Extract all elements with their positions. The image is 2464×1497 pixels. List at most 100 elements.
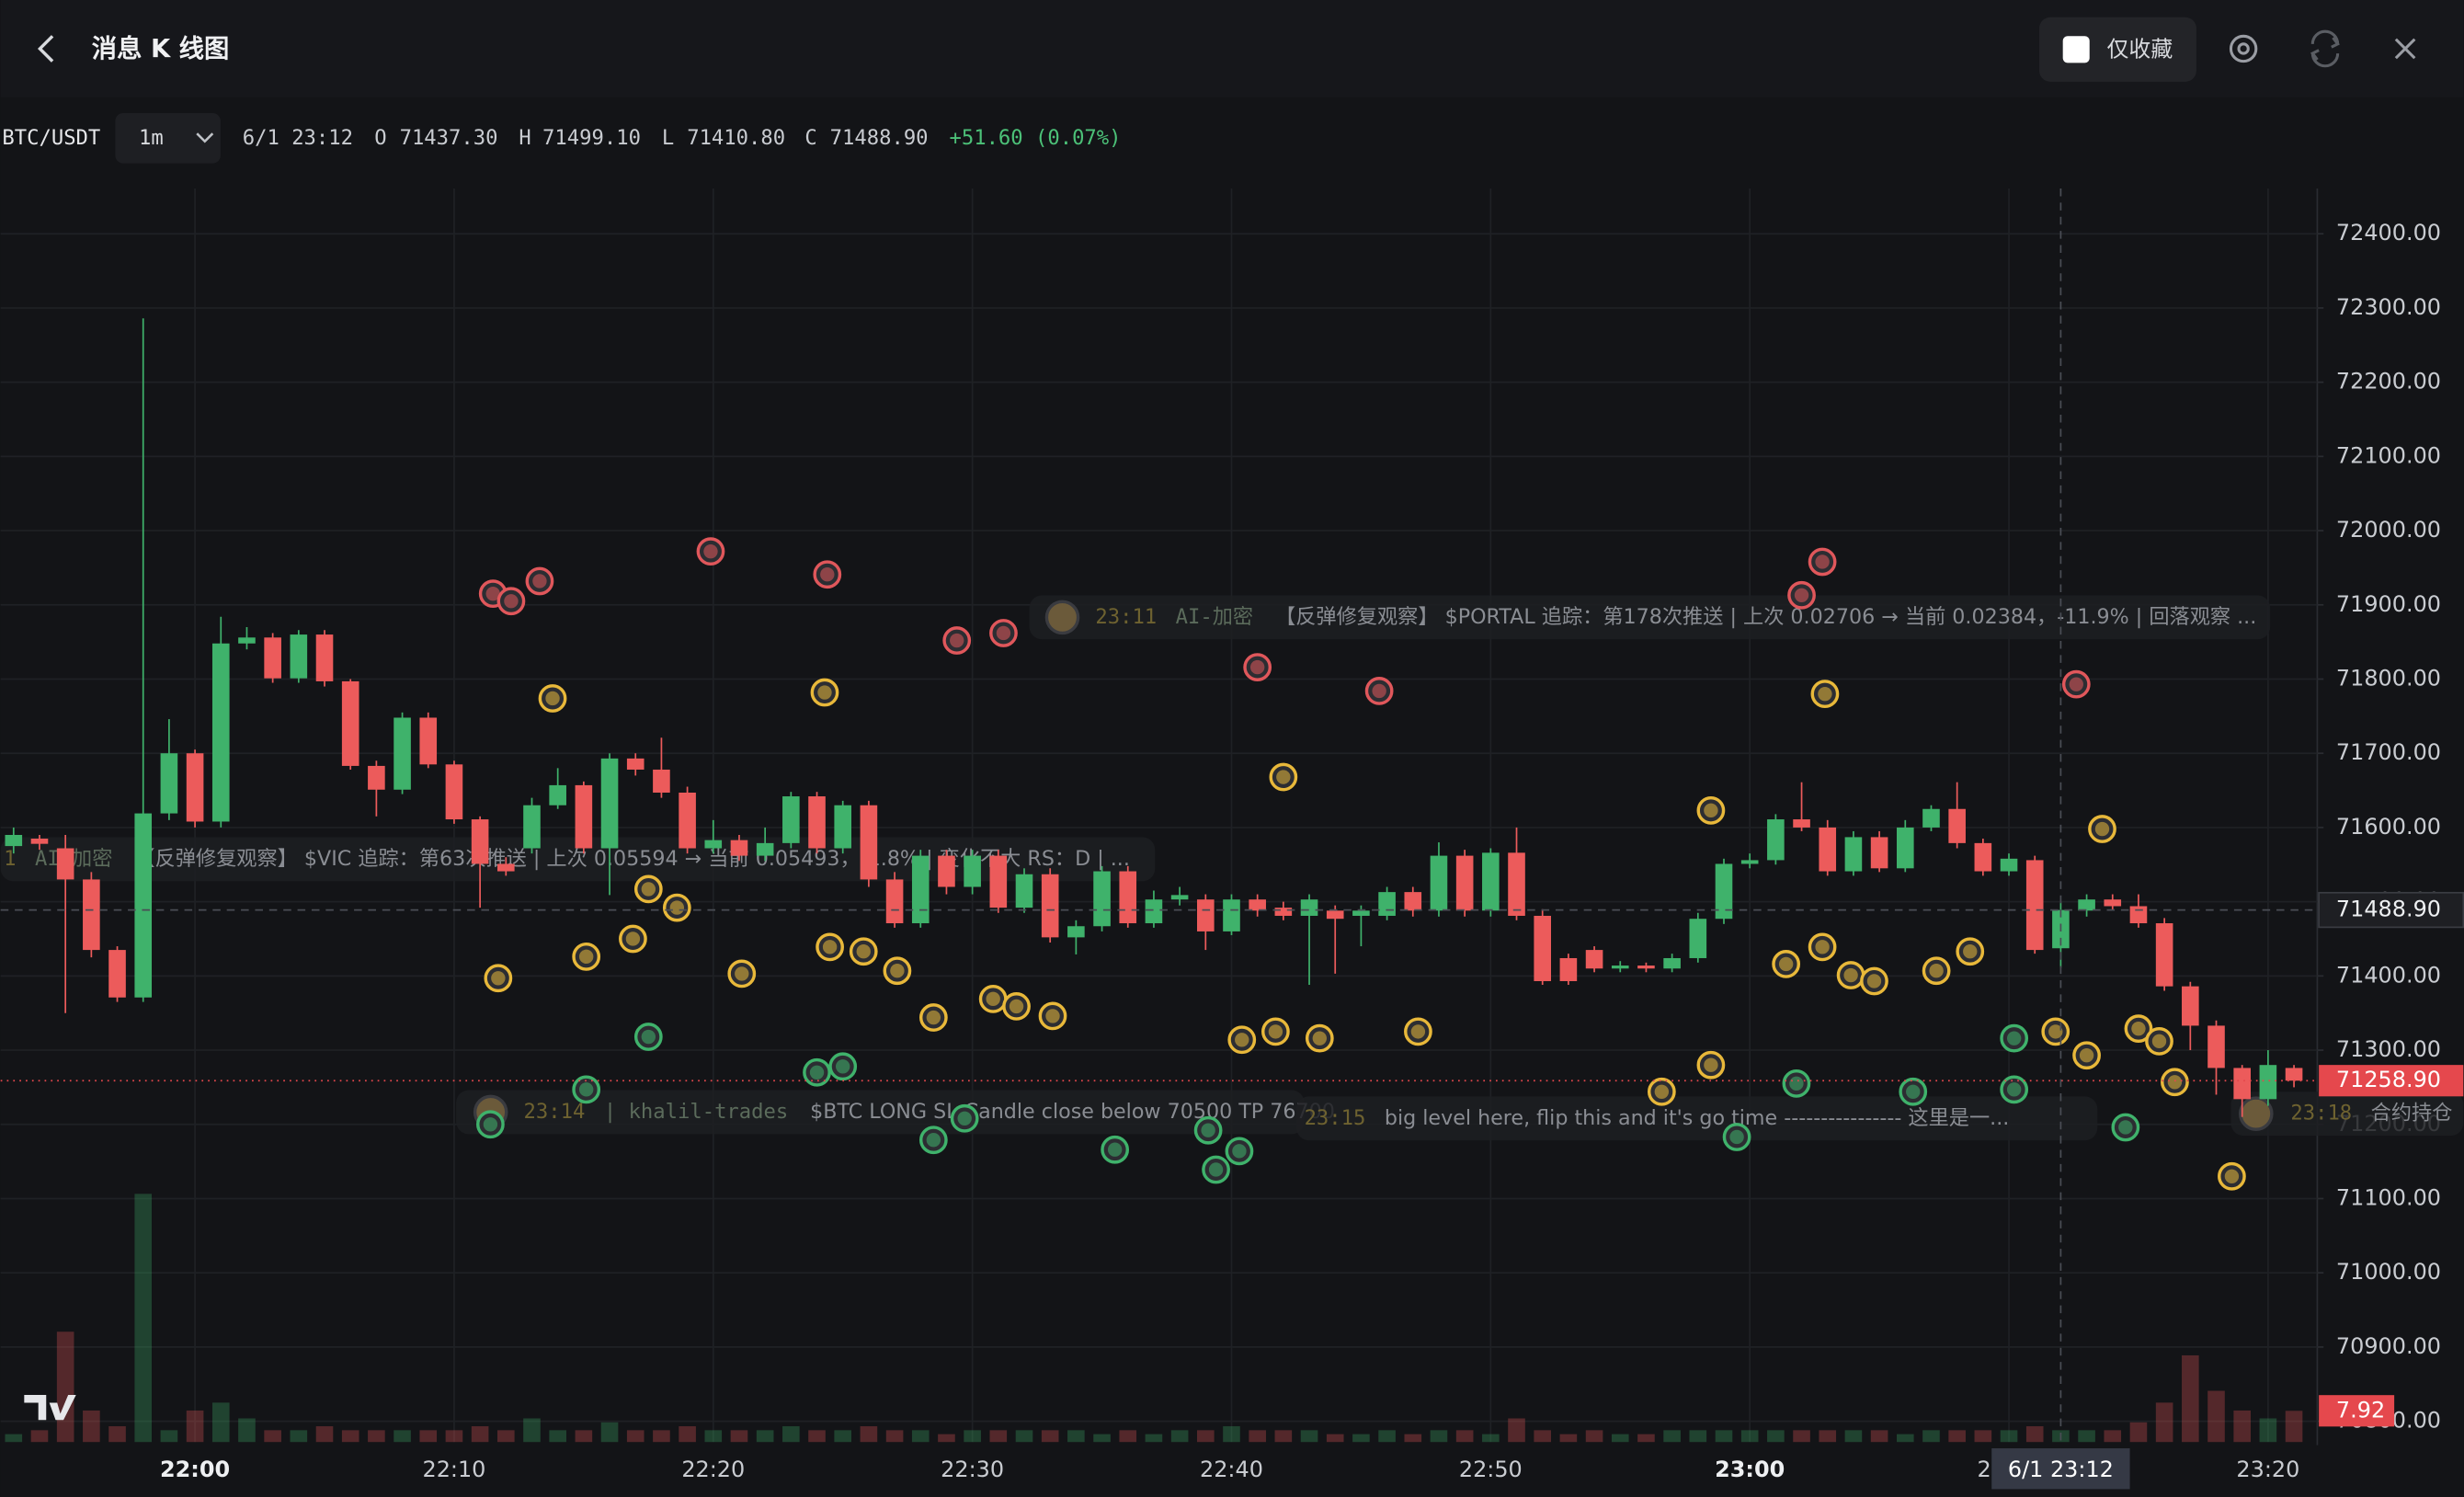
legend-value: 71499.10 <box>542 126 641 150</box>
marker-icon <box>1410 1024 1426 1039</box>
marker-icon <box>1232 1144 1247 1159</box>
page-title: 消息 K 线图 <box>92 34 230 63</box>
marker-icon <box>532 574 547 589</box>
candle-body <box>315 634 334 681</box>
candle-body <box>1378 892 1396 916</box>
back-button[interactable] <box>37 35 54 63</box>
volume-bar <box>211 1402 230 1443</box>
candle-body <box>2078 899 2095 911</box>
volume-bar <box>1793 1430 1810 1443</box>
crosshair-price-tag <box>2318 891 2464 929</box>
y-tick-label: 71800.00 <box>2336 665 2441 691</box>
volume-bar <box>1637 1434 1655 1443</box>
marker-icon <box>2094 821 2110 837</box>
candle-body <box>264 637 281 679</box>
marker-icon <box>2118 1120 2133 1135</box>
candle-body <box>2182 986 2199 1026</box>
refresh-button[interactable] <box>2310 29 2340 68</box>
marker-icon <box>2167 1075 2183 1090</box>
x-tick-label: 22:00 <box>160 1457 230 1482</box>
y-tick-label: 72400.00 <box>2336 220 2441 246</box>
volume-bar <box>964 1430 981 1443</box>
marker-icon <box>625 931 641 946</box>
candle-body <box>2025 860 2044 951</box>
volume-bar <box>523 1418 541 1443</box>
candle-body <box>2000 858 2018 872</box>
candle-body <box>5 834 23 847</box>
candle-body <box>1637 966 1655 969</box>
message-box <box>2230 1091 2464 1137</box>
volume-bar <box>186 1410 204 1443</box>
message-text: $BTC LONG SL Candle close below 70500 TP… <box>810 1100 1335 1124</box>
volume-bar <box>2207 1390 2225 1443</box>
volume-bar <box>1015 1430 1033 1443</box>
tradingview-logo <box>24 1394 76 1421</box>
message-time: 23:15 <box>1305 1106 1366 1130</box>
volume-label: 7.92 <box>2336 1397 2385 1423</box>
volume-bar <box>1896 1434 1914 1443</box>
checkbox[interactable] <box>2062 36 2090 63</box>
x-tick-label: 22:10 <box>422 1457 485 1482</box>
candle-body <box>1689 919 1707 958</box>
marker-icon <box>1704 1057 1718 1072</box>
candle-body <box>1559 957 1578 981</box>
volume-bar <box>1119 1430 1137 1443</box>
marker-icon <box>1729 1129 1744 1145</box>
settings-button[interactable] <box>2229 34 2258 63</box>
toggle-box <box>2039 17 2196 82</box>
candle-body <box>964 855 981 887</box>
volume-bar <box>394 1430 411 1443</box>
candle-body <box>134 813 153 998</box>
volume-bar <box>938 1434 955 1443</box>
candle-body <box>1922 808 1940 828</box>
volume-bar <box>2259 1418 2277 1443</box>
favorites-toggle[interactable]: 仅收藏 <box>2039 17 2196 82</box>
message-text: 【反弹修复观察】 $PORTAL 追踪：第178次推送 | 上次 0.02706… <box>1275 605 2256 629</box>
marker-icon <box>926 1133 941 1148</box>
y-tick-label: 71600.00 <box>2336 814 2441 840</box>
marker-icon <box>669 900 685 915</box>
marker-icon <box>485 586 500 601</box>
marker-icon <box>996 625 1011 641</box>
volume-tag <box>2319 1395 2395 1427</box>
candle-body <box>56 848 74 880</box>
marker-icon <box>836 1059 850 1074</box>
marker-icon <box>950 633 964 648</box>
marker-icon <box>735 966 749 981</box>
volume-bar <box>264 1430 281 1443</box>
message-source: AI-加密 <box>1176 605 1253 629</box>
volume-bar <box>1455 1430 1474 1443</box>
candle-body <box>497 863 515 872</box>
x-tick-label: 22:20 <box>681 1457 745 1482</box>
candle-body <box>2259 1065 2277 1100</box>
volume-bar <box>315 1426 334 1443</box>
message-avatar <box>2239 1096 2274 1131</box>
volume-bar <box>160 1430 178 1443</box>
marker-icon <box>1276 770 1291 784</box>
interval-select[interactable]: 1m <box>115 112 221 164</box>
x-tick-label: 22:50 <box>1459 1457 1523 1482</box>
marker-icon <box>578 949 594 965</box>
candle-body <box>2285 1068 2303 1081</box>
candle-body <box>1119 871 1137 924</box>
candle-body <box>575 784 593 849</box>
close-button[interactable] <box>2394 38 2416 60</box>
volume-bar <box>83 1410 100 1443</box>
marker-icon <box>1906 1084 1921 1099</box>
message-time: 23:18 <box>2290 1102 2352 1126</box>
y-tick-label: 72100.00 <box>2336 442 2441 468</box>
last-price-label: 71258.90 <box>2336 1067 2441 1092</box>
marker-icon <box>1312 1031 1327 1046</box>
volume-bar <box>834 1430 852 1443</box>
candle-body <box>2233 1068 2251 1100</box>
volume-bar <box>419 1430 438 1443</box>
y-tick-label: 70900.00 <box>2336 1333 2441 1359</box>
volume-bar <box>549 1430 566 1443</box>
marker-icon <box>1843 967 1858 983</box>
candle-body <box>704 840 723 849</box>
marker-icon <box>641 1029 656 1045</box>
marker-icon <box>2224 1169 2240 1183</box>
marker-icon <box>1815 940 1830 954</box>
interval: 1m <box>139 126 164 150</box>
candle-body <box>808 796 826 849</box>
